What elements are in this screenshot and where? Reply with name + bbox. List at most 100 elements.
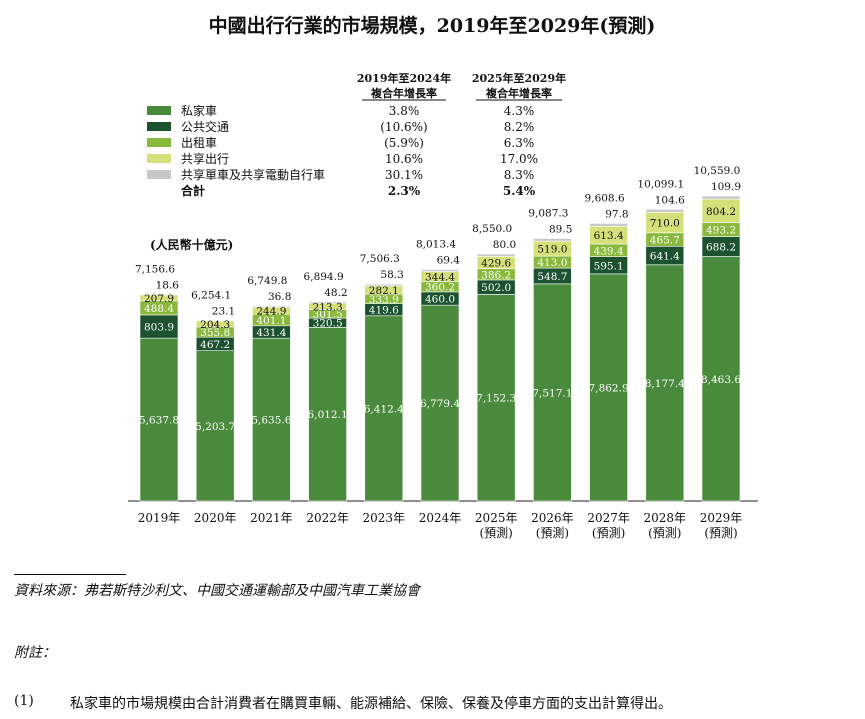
legend-cagr1-shared: 10.6% [385,152,423,166]
data-label-public: 641.4 [650,251,680,263]
bar-bike [701,195,741,200]
data-label-taxi: 465.7 [650,235,680,247]
data-label-total: 6,749.8 [247,275,287,287]
data-label-total: 8,550.0 [472,223,512,235]
x-tick-label: 2025年 [475,511,518,525]
bar-bike [589,223,628,227]
legend-cagr1-total: 2.3% [388,184,421,198]
data-label-bike: 23.1 [212,305,235,317]
legend-cagr2-public: 8.2% [504,120,535,134]
bar-bike [195,320,235,322]
legend-cagr1-bike: 30.1% [385,168,423,182]
x-tick-label: 2024年 [419,511,462,525]
data-label-bike: 58.3 [380,269,403,281]
bar-private [701,256,741,502]
bar-private [308,327,347,502]
bar-private [139,337,179,502]
legend-cagr2-bike: 8.3% [504,168,535,182]
data-label-taxi: 413.0 [537,257,567,269]
data-label-taxi: 386.2 [481,269,511,281]
chart-title: 中國出行行業的市場規模，2019年至2029年(預測) [209,14,656,37]
legend-cagr2-total: 5.4% [503,184,536,198]
data-label-total: 9,608.6 [585,192,625,204]
data-label-public: 548.7 [537,271,567,283]
data-label-bike: 97.8 [605,208,628,220]
note-number: (1) [14,693,34,709]
data-label-total: 6,254.1 [191,289,231,301]
legend-cagr1-public: (10.6%) [380,120,427,134]
legend-label-total: 合計 [181,183,205,198]
data-label-total: 9,087.3 [528,208,568,220]
x-tick-forecast-label: (預測) [648,526,681,540]
legend-label-taxi: 出租車 [181,136,217,150]
x-tick-label: 2028年 [644,511,687,525]
data-label-bike: 48.2 [324,287,347,299]
data-label-bike: 104.6 [655,194,685,206]
data-label-public: 467.2 [200,339,230,351]
data-label-total: 7,156.6 [135,263,175,275]
data-label-shared: 804.2 [706,206,736,218]
bar-bike [533,238,572,242]
legend-label-public: 公共交通 [181,119,229,134]
data-label-taxi: 488.4 [144,303,174,315]
data-label-private: 5,635.6 [251,415,291,427]
x-tick-forecast-label: (預測) [704,526,737,540]
data-label-bike: 89.5 [549,224,572,236]
data-label-total: 10,099.1 [637,178,684,190]
data-label-taxi: 333.9 [369,294,399,306]
data-label-private: 7,152.3 [476,393,516,405]
data-label-taxi: 401.1 [256,315,286,327]
note-text: 私家車的市場規模由合計消費者在購買車輛、能源補給、保險、保養及停車方面的支出計算… [70,696,672,712]
data-label-bike: 18.6 [156,279,180,291]
bar-private [420,304,460,502]
data-label-public: 803.9 [144,322,174,334]
bar-bike [476,253,516,257]
x-tick-label: 2022年 [306,511,349,525]
data-label-taxi: 439.4 [594,245,624,257]
legend-swatch-shared [147,154,171,163]
data-label-public: 460.0 [425,294,455,306]
data-label-shared: 244.9 [256,306,286,318]
data-label-bike: 109.9 [711,181,741,193]
bar-bike [364,283,404,287]
bar-private [195,350,235,502]
data-label-private: 6,412.4 [364,403,404,415]
legend-cagr2-shared: 17.0% [500,152,538,166]
data-label-taxi: 493.2 [706,225,736,237]
bar-bike [308,301,347,304]
x-tick-label: 2029年 [700,511,743,525]
bar-bike [645,208,685,213]
x-tick-label: 2020年 [194,511,237,525]
legend-label-shared: 共享出行 [181,151,229,166]
source-rule [14,574,126,575]
legend-cagr2-taxi: 6.3% [504,136,535,150]
data-label-shared: 429.6 [481,258,511,270]
data-label-private: 7,517.1 [532,387,572,399]
bar-private [252,337,291,502]
bar-bike [139,293,179,296]
data-label-taxi: 355.8 [200,327,230,339]
data-label-public: 320.5 [313,318,343,330]
source-note: 資料來源：弗若斯特沙利文、中國交通運輸部及中國汽車工業協會 [14,583,420,599]
legend-cagr1-taxi: (5.9%) [384,136,424,150]
bar-private [533,283,572,502]
legend-header-cagr-2019-2024: 2019年至2024年 [357,71,451,85]
data-label-bike: 36.8 [268,291,291,303]
legend-swatch-private [147,106,171,115]
legend-label-private: 私家車 [181,103,217,118]
legend-swatch-taxi [147,138,171,147]
x-tick-label: 2019年 [138,511,181,525]
x-tick-forecast-label: (預測) [536,526,569,540]
bar-bike [252,305,291,308]
data-label-private: 6,012.1 [308,409,348,421]
data-label-taxi: 360.2 [425,282,455,294]
data-label-shared: 213.3 [313,301,343,313]
bar-bike [420,269,460,272]
data-label-shared: 710.0 [650,218,680,230]
data-label-bike: 80.0 [493,239,516,251]
legend-header-cagr-2019-2024: 複合年增長率 [370,86,437,100]
legend-cagr2-private: 4.3% [504,104,535,118]
legend-swatch-bike [147,170,171,179]
x-tick-label: 2026年 [531,511,574,525]
legend-header-cagr-2025-2029: 2025年至2029年 [472,71,566,85]
